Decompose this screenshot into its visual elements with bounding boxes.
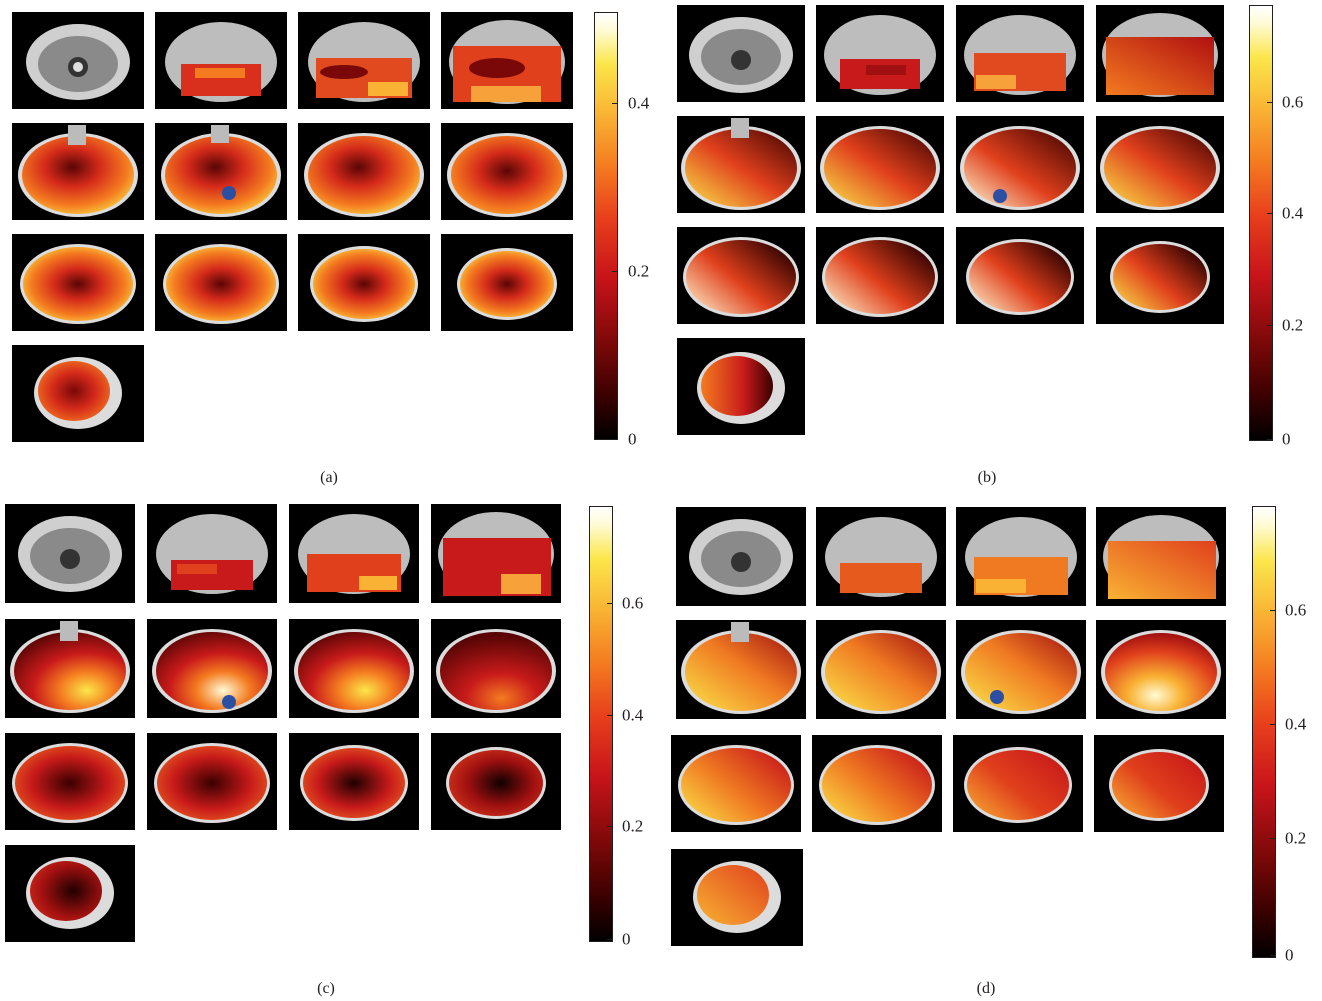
colorbar-b-tick-0: [1267, 439, 1273, 440]
slice-b-7: [956, 116, 1084, 213]
slice-b-10: [816, 227, 944, 324]
slice-d-9: [671, 735, 801, 832]
colorbar-d-tick-1: [1270, 838, 1276, 839]
colorbar-a-tick-2: [612, 103, 618, 104]
slice-c-10: [147, 733, 277, 830]
colorbar-b-label-2: 0.4: [1282, 203, 1304, 223]
slice-c-7: [289, 619, 419, 718]
source-marker-b: [993, 189, 1007, 203]
colorbar-b-tick-1: [1267, 325, 1273, 326]
slice-b-9: [677, 227, 805, 324]
slice-d-10: [812, 735, 942, 832]
colorbar-d-label-0: 0: [1285, 945, 1294, 965]
slice-c-4: [431, 504, 561, 603]
slice-c-12: [431, 733, 561, 830]
caption-b: (b): [977, 469, 997, 486]
slice-c-13: [5, 845, 135, 942]
colorbar-a-label-1: 0.2: [628, 261, 650, 281]
slice-d-5: [676, 620, 806, 719]
slice-b-4: [1096, 5, 1224, 102]
slice-a-8: [441, 123, 573, 220]
slice-a-2: [155, 12, 287, 109]
slice-a-1: [12, 12, 144, 109]
colorbar-c-label-2: 0.4: [622, 705, 644, 725]
slice-b-5: [677, 116, 805, 213]
caption-a: (a): [320, 469, 338, 486]
slice-a-6: [155, 123, 287, 220]
colorbar-c-tick-1: [607, 826, 613, 827]
slice-a-10: [155, 234, 287, 331]
slice-d-13: [671, 849, 803, 946]
source-marker-d: [990, 690, 1004, 704]
colorbar-d-tick-2: [1270, 724, 1276, 725]
colorbar-c-label-1: 0.2: [622, 816, 644, 836]
slice-a-3: [298, 12, 430, 109]
colorbar-c-label-3: 0.6: [622, 593, 644, 613]
slice-b-2: [816, 5, 944, 102]
colorbar-c-label-0: 0: [622, 929, 631, 949]
colorbar-c-tick-0: [607, 939, 613, 940]
colorbar-a: [594, 12, 618, 440]
slice-d-3: [956, 507, 1086, 606]
colorbar-d-label-1: 0.2: [1285, 828, 1307, 848]
slice-a-4: [441, 12, 573, 109]
slice-d-6: [816, 620, 946, 719]
colorbar-b: [1249, 5, 1273, 441]
slice-c-2: [147, 504, 277, 603]
colorbar-b-label-3: 0.6: [1282, 92, 1304, 112]
slice-c-6: [147, 619, 277, 718]
slice-c-8: [431, 619, 561, 718]
colorbar-a-tick-1: [612, 271, 618, 272]
caption-d: (d): [976, 980, 996, 997]
colorbar-d-tick-0: [1270, 955, 1276, 956]
slice-b-8: [1096, 116, 1224, 213]
source-marker-c: [222, 695, 236, 709]
slice-b-3: [956, 5, 1084, 102]
colorbar-c-tick-3: [607, 603, 613, 604]
source-marker-a: [222, 186, 236, 200]
slice-d-1: [676, 507, 806, 606]
slice-c-11: [289, 733, 419, 830]
colorbar-d-label-3: 0.6: [1285, 600, 1307, 620]
colorbar-b-tick-3: [1267, 102, 1273, 103]
colorbar-d-tick-3: [1270, 610, 1276, 611]
slice-c-1: [5, 504, 135, 603]
caption-c: (c): [317, 980, 335, 997]
colorbar-a-tick-0: [612, 439, 618, 440]
slice-a-13: [12, 345, 144, 442]
slice-b-13: [677, 338, 805, 435]
colorbar-b-label-1: 0.2: [1282, 315, 1304, 335]
slice-d-2: [816, 507, 946, 606]
colorbar-a-label-2: 0.4: [628, 93, 650, 113]
colorbar-c: [589, 506, 613, 942]
slice-d-8: [1096, 620, 1226, 719]
colorbar-a-label-0: 0: [628, 429, 637, 449]
slice-b-12: [1096, 227, 1224, 324]
slice-a-5: [12, 123, 144, 220]
slice-d-11: [953, 735, 1083, 832]
slice-c-5: [5, 619, 135, 718]
slice-d-7: [956, 620, 1086, 719]
slice-b-11: [956, 227, 1084, 324]
slice-d-12: [1094, 735, 1224, 832]
colorbar-d: [1252, 506, 1276, 958]
slice-d-4: [1096, 507, 1226, 606]
slice-a-7: [298, 123, 430, 220]
colorbar-b-tick-2: [1267, 213, 1273, 214]
slice-a-11: [298, 234, 430, 331]
colorbar-b-label-0: 0: [1282, 429, 1291, 449]
slice-c-9: [5, 733, 135, 830]
colorbar-c-tick-2: [607, 715, 613, 716]
slice-a-9: [12, 234, 144, 331]
slice-c-3: [289, 504, 419, 603]
slice-b-6: [816, 116, 944, 213]
colorbar-d-label-2: 0.4: [1285, 714, 1307, 734]
slice-b-1: [677, 5, 805, 102]
slice-a-12: [441, 234, 573, 331]
